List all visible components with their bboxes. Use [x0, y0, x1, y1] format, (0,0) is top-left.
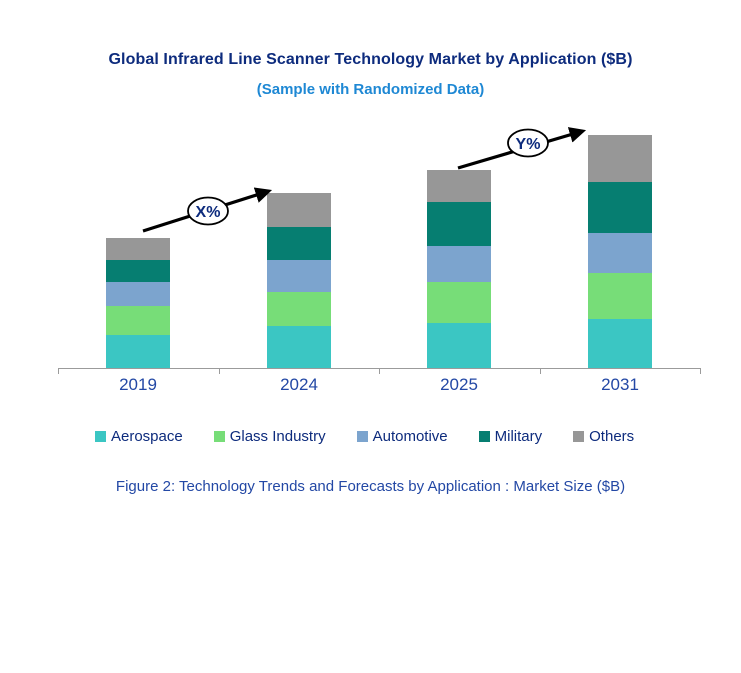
bar-2031-military	[588, 182, 652, 233]
legend-swatch-icon	[356, 431, 368, 442]
legend-item-military: Military	[478, 428, 543, 445]
bar-2019-aerospace	[106, 335, 170, 368]
x-axis-tick	[219, 368, 220, 374]
legend-label: Military	[494, 428, 543, 445]
legend-item-automotive: Automotive	[356, 428, 448, 445]
chart-title: Global Infrared Line Scanner Technology …	[108, 51, 633, 68]
legend-swatch-icon	[95, 431, 106, 442]
bar-2024-military	[267, 227, 331, 260]
legend-swatch-icon	[573, 431, 585, 442]
x-axis-label-2024: 2024	[280, 375, 318, 394]
bar-2025-military	[427, 202, 491, 246]
bar-2025-glass-industry	[427, 282, 491, 323]
x-axis-label-2025: 2025	[440, 375, 478, 394]
bar-2019-automotive	[106, 282, 170, 306]
legend-label: Aerospace	[111, 428, 183, 445]
chart-legend: Aerospace Glass Industry Automotive Mili…	[95, 428, 634, 445]
legend-item-aerospace: Aerospace	[95, 428, 183, 445]
bar-2024-automotive	[267, 260, 331, 292]
bar-2025-others	[427, 170, 491, 202]
bar-2025-automotive	[427, 246, 491, 282]
legend-label: Glass Industry	[229, 428, 326, 445]
bar-2024-aerospace	[267, 326, 331, 368]
legend-label: Others	[589, 428, 635, 445]
bar-2031-glass-industry	[588, 273, 652, 319]
x-axis-label-2031: 2031	[601, 375, 639, 394]
bar-2024-glass-industry	[267, 292, 331, 326]
x-axis-tick	[700, 368, 701, 374]
x-axis-tick	[540, 368, 541, 374]
legend-swatch-icon	[213, 431, 225, 442]
bar-2025-aerospace	[427, 323, 491, 368]
chart-subtitle: (Sample with Randomized Data)	[256, 81, 485, 98]
figure-caption: Figure 2: Technology Trends and Forecast…	[115, 478, 626, 495]
bar-2031-automotive	[588, 233, 652, 273]
x-axis-tick	[379, 368, 380, 374]
bar-2019-glass-industry	[106, 306, 170, 335]
bar-2031-others	[588, 135, 652, 182]
legend-item-glass-industry: Glass Industry	[213, 428, 326, 445]
x-axis-tick	[58, 368, 59, 374]
legend-label: Automotive	[372, 428, 448, 445]
bar-2019-military	[106, 260, 170, 282]
x-axis-label-2019: 2019	[119, 375, 157, 394]
bar-2024-others	[267, 193, 331, 227]
bar-2031-aerospace	[588, 319, 652, 368]
bar-2019-others	[106, 238, 170, 260]
legend-item-others: Others	[573, 428, 634, 445]
legend-swatch-icon	[478, 431, 490, 442]
